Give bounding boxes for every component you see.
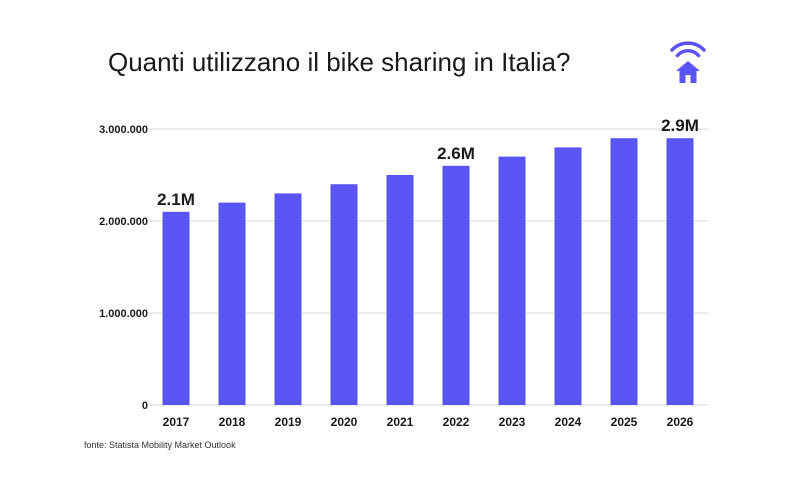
data-label: 2.1M [157, 190, 195, 209]
y-tick-label: 2.000.000 [99, 216, 148, 228]
y-tick-label: 3.000.000 [99, 124, 148, 136]
data-label: 2.6M [437, 144, 475, 163]
x-tick-label: 2017 [163, 415, 190, 429]
bar-2023 [498, 156, 526, 405]
bar-2017 [162, 211, 190, 405]
bar-2024 [554, 147, 582, 405]
bar-2025 [610, 138, 638, 405]
x-tick-label: 2022 [443, 415, 470, 429]
x-tick-label: 2019 [275, 415, 302, 429]
bar-2026 [666, 138, 694, 405]
x-tick-label: 2025 [611, 415, 638, 429]
x-tick-label: 2020 [331, 415, 358, 429]
x-tick-label: 2021 [387, 415, 414, 429]
x-tick-label: 2018 [219, 415, 246, 429]
wifi-house-icon [670, 41, 706, 83]
x-tick-label: 2026 [667, 415, 694, 429]
y-tick-label: 0 [142, 400, 148, 412]
bar-2018 [218, 202, 246, 405]
data-label: 2.9M [661, 116, 699, 135]
bar-2021 [386, 175, 414, 405]
y-tick-label: 1.000.000 [99, 308, 148, 320]
chart-title: Quanti utilizzano il bike sharing in Ita… [108, 47, 571, 77]
bar-2020 [330, 184, 358, 405]
x-tick-label: 2023 [499, 415, 526, 429]
x-tick-label: 2024 [555, 415, 582, 429]
bar-2022 [442, 165, 470, 405]
source-note: fonte: Statista Mobility Market Outlook [84, 440, 236, 450]
bar-2019 [274, 193, 302, 405]
